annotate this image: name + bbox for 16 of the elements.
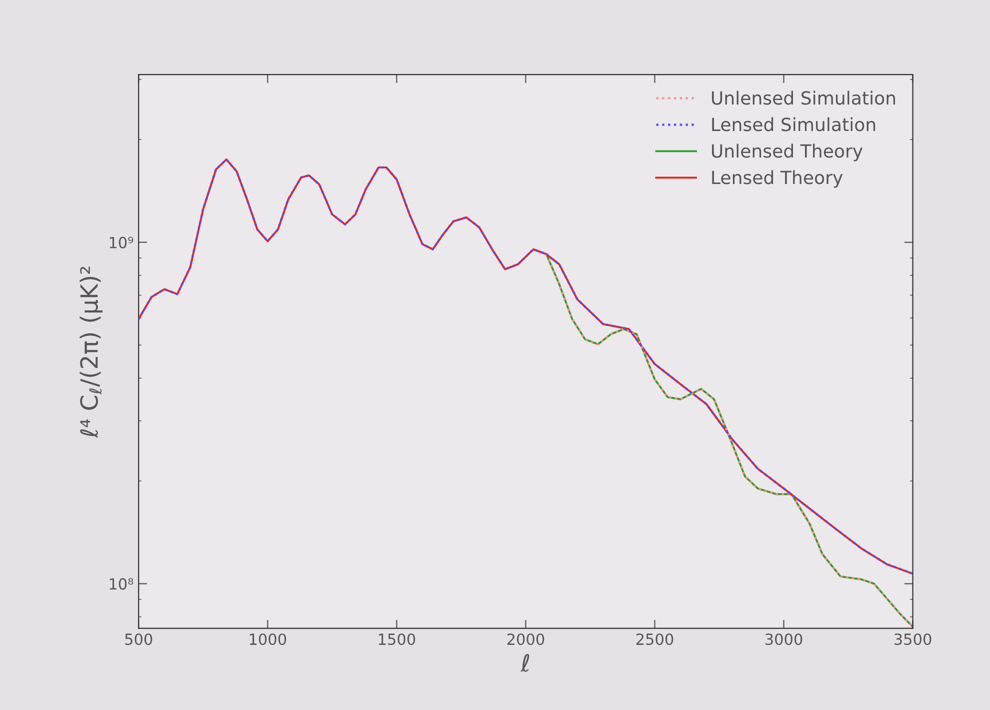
x-tick-label: 2500 — [636, 633, 674, 646]
x-tick-label: 3500 — [894, 633, 932, 646]
legend-label: Lensed Simulation — [712, 117, 876, 132]
x-tick-label: 2000 — [507, 633, 544, 646]
y-axis-title: ℓ⁴ C$_{ℓ}$/(2π) (μK)² — [80, 266, 103, 438]
legend-label: Lensed Theory — [712, 170, 843, 188]
x-axis-title: ℓ — [520, 654, 530, 672]
x-tick-label: 1500 — [378, 633, 416, 646]
legend-label: Unlensed Simulation — [712, 90, 895, 105]
x-tick-label: 1000 — [250, 633, 286, 646]
line-series — [545, 253, 913, 628]
y-tick-label: 10⁹ — [110, 236, 134, 248]
x-tick-label: 500 — [125, 633, 152, 646]
legend-label: Unlensed Theory — [712, 144, 863, 162]
y-tick-label: 10⁸ — [110, 578, 134, 590]
x-tick-label: 3000 — [765, 633, 802, 646]
